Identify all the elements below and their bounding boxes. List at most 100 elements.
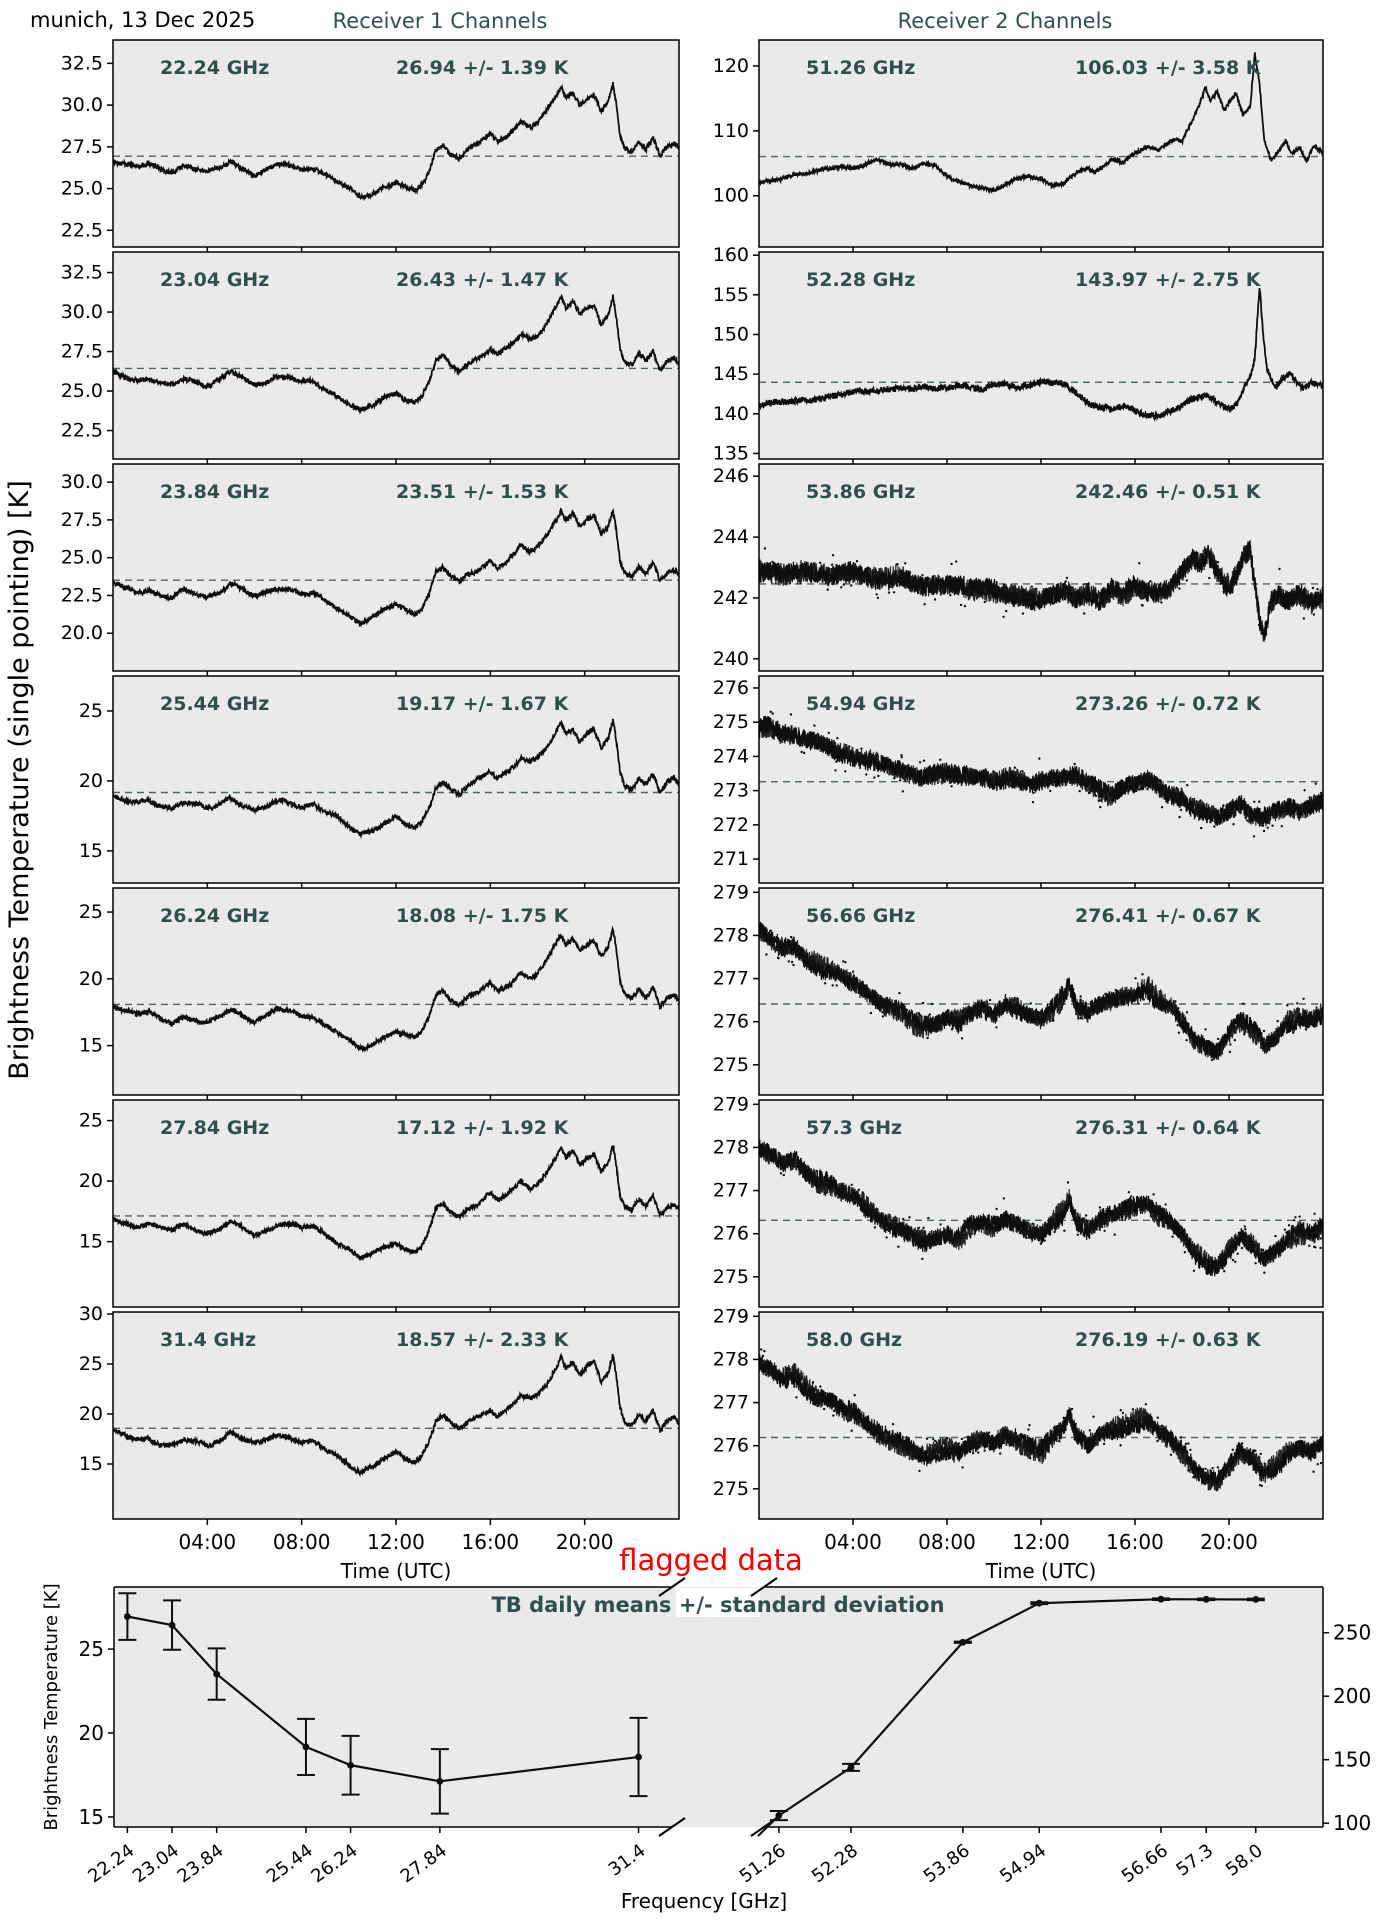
scatter-outlier-dot	[1119, 1409, 1123, 1412]
scatter-outlier-dot	[813, 740, 816, 743]
scatter-outlier-dot	[833, 1394, 836, 1398]
channel-mean-std-label: 143.97 +/- 2.75 K	[1075, 269, 1262, 291]
scatter-outlier-dot	[880, 572, 883, 575]
channel-panel-52-28-ghz: 135 140 145 150 155 160 52.28 GHz 143.97 +/- 2.…	[713, 244, 1324, 465]
scatter-outlier-dot	[877, 774, 880, 778]
scatter-outlier-dot	[988, 1437, 992, 1441]
scatter-outlier-dot	[1286, 812, 1289, 816]
scatter-outlier-dot	[763, 547, 767, 550]
scatter-outlier-dot	[1217, 1470, 1221, 1473]
scatter-outlier-dot	[1159, 787, 1162, 790]
scatter-outlier-dot	[1317, 1015, 1320, 1018]
scatter-outlier-dot	[789, 713, 793, 716]
scatter-outlier-dot	[1234, 1260, 1237, 1264]
scatter-outlier-dot	[992, 1012, 995, 1015]
time-tick-label: 20:00	[556, 1530, 614, 1554]
summary-y-tick-label: 100	[1333, 1811, 1371, 1835]
channel-mean-std-label: 106.03 +/- 3.58 K	[1075, 57, 1262, 79]
scatter-outlier-dot	[1141, 973, 1144, 976]
y-tick-label: 155	[713, 284, 749, 306]
scatter-outlier-dot	[1250, 819, 1253, 822]
scatter-outlier-dot	[1303, 1231, 1306, 1235]
summary-y-axis-label: Brightness Temperature [K]	[41, 1583, 62, 1830]
mean-marker	[1157, 1595, 1165, 1603]
scatter-outlier-dot	[1265, 633, 1268, 636]
y-tick-label: 30.0	[61, 301, 103, 323]
scatter-outlier-dot	[943, 1442, 946, 1445]
scatter-outlier-dot	[827, 582, 830, 585]
scatter-outlier-dot	[1121, 1411, 1125, 1415]
scatter-outlier-dot	[1101, 996, 1105, 1000]
y-tick-label: 276	[713, 1011, 749, 1033]
scatter-outlier-dot	[1028, 1439, 1031, 1443]
scatter-outlier-dot	[780, 580, 783, 583]
scatter-outlier-dot	[1110, 1437, 1114, 1441]
scatter-outlier-dot	[1003, 593, 1007, 596]
y-tick-label: 276	[713, 1223, 749, 1245]
y-tick-label: 274	[713, 745, 749, 767]
scatter-outlier-dot	[970, 593, 974, 596]
scatter-outlier-dot	[1009, 784, 1012, 787]
channel-panel-25-44-ghz: 15 20 25 25.44 GHz 19.17 +/- 1.67 K	[79, 675, 680, 889]
scatter-outlier-dot	[955, 560, 958, 563]
scatter-outlier-dot	[1039, 599, 1043, 602]
scatter-outlier-dot	[1069, 1411, 1072, 1415]
data-trace	[113, 507, 679, 628]
scatter-outlier-dot	[1227, 1254, 1231, 1258]
scatter-outlier-dot	[1054, 595, 1058, 598]
data-trace	[759, 720, 1323, 827]
scatter-outlier-dot	[803, 751, 806, 755]
scatter-outlier-dot	[1162, 596, 1166, 599]
scatter-outlier-dot	[931, 779, 935, 782]
scatter-outlier-dot	[817, 571, 820, 574]
scatter-outlier-dot	[1177, 1007, 1180, 1010]
scatter-outlier-dot	[1053, 1230, 1056, 1234]
scatter-outlier-dot	[1028, 1424, 1031, 1427]
scatter-outlier-dot	[919, 1014, 922, 1017]
scatter-outlier-dot	[1051, 602, 1055, 605]
mean-marker	[959, 1638, 967, 1646]
scatter-outlier-dot	[1002, 1197, 1006, 1200]
scatter-outlier-dot	[892, 591, 896, 594]
scatter-outlier-dot	[1261, 824, 1265, 827]
channel-panel-58-0-ghz: 275 276 277 278 279 04:00 08:00 12:00 16:00 20:00…	[713, 1305, 1324, 1554]
scatter-outlier-dot	[1146, 980, 1150, 984]
scatter-outlier-dot	[866, 996, 869, 999]
scatter-outlier-dot	[810, 1170, 813, 1173]
scatter-outlier-dot	[1278, 567, 1281, 571]
scatter-outlier-dot	[906, 1441, 909, 1444]
channel-frequency-label: 25.44 GHz	[160, 693, 269, 715]
channel-mean-std-label: 23.51 +/- 1.53 K	[396, 481, 570, 503]
scatter-outlier-dot	[935, 1457, 938, 1460]
y-tick-label: 279	[713, 1305, 749, 1327]
scatter-outlier-dot	[1229, 1459, 1232, 1462]
scatter-outlier-dot	[1021, 770, 1024, 773]
scatter-outlier-dot	[826, 588, 829, 591]
scatter-outlier-dot	[1129, 583, 1133, 586]
channel-panel-22-24-ghz: 22.5 25.0 27.5 30.0 32.5 22.24 GHz 26.94 +/- 1…	[61, 39, 680, 253]
frequency-tick-label: 31.4	[605, 1840, 650, 1881]
scatter-outlier-dot	[1019, 600, 1023, 604]
scatter-outlier-dot	[1176, 1023, 1179, 1027]
scatter-outlier-dot	[1115, 995, 1119, 999]
scatter-outlier-dot	[885, 1228, 889, 1231]
y-tick-label: 20	[79, 1403, 103, 1425]
scatter-outlier-dot	[1310, 1229, 1314, 1233]
scatter-outlier-dot	[1012, 602, 1015, 605]
scatter-outlier-dot	[1222, 590, 1226, 593]
scatter-outlier-dot	[1139, 786, 1143, 790]
scatter-outlier-dot	[993, 1226, 996, 1230]
scatter-outlier-dot	[1204, 1467, 1207, 1471]
scatter-outlier-dot	[1092, 1415, 1095, 1418]
scatter-outlier-dot	[1123, 1206, 1126, 1209]
scatter-outlier-dot	[1211, 1467, 1214, 1470]
scatter-outlier-dot	[1004, 602, 1007, 605]
time-tick-label: 08:00	[918, 1530, 976, 1554]
scatter-outlier-dot	[1262, 1037, 1266, 1041]
scatter-outlier-dot	[1314, 782, 1318, 785]
scatter-outlier-dot	[1228, 1473, 1231, 1477]
y-tick-label: 25	[79, 1110, 103, 1132]
scatter-outlier-dot	[1058, 1440, 1061, 1443]
scatter-outlier-dot	[832, 1409, 836, 1413]
scatter-outlier-dot	[1109, 1003, 1113, 1006]
